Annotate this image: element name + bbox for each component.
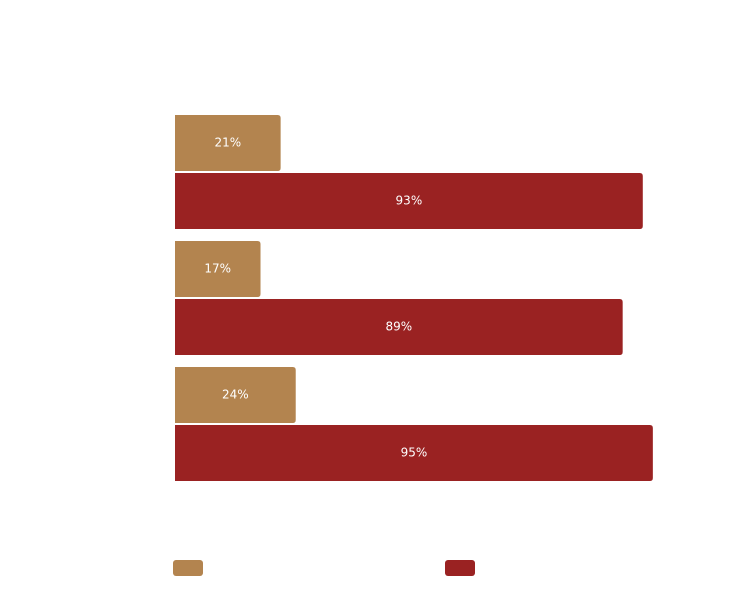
value-label: 93% [396, 194, 423, 208]
value-label: 17% [204, 262, 231, 276]
value-label: 21% [214, 136, 241, 150]
bar [175, 115, 281, 171]
bar [175, 425, 653, 481]
value-label: 24% [222, 388, 249, 402]
value-label: 89% [385, 320, 412, 334]
legend-swatch [445, 560, 475, 576]
bar [175, 367, 296, 423]
value-label: 95% [401, 446, 428, 460]
legend-swatch [173, 560, 203, 576]
bar [175, 173, 643, 229]
bar [175, 241, 261, 297]
bar [175, 299, 623, 355]
